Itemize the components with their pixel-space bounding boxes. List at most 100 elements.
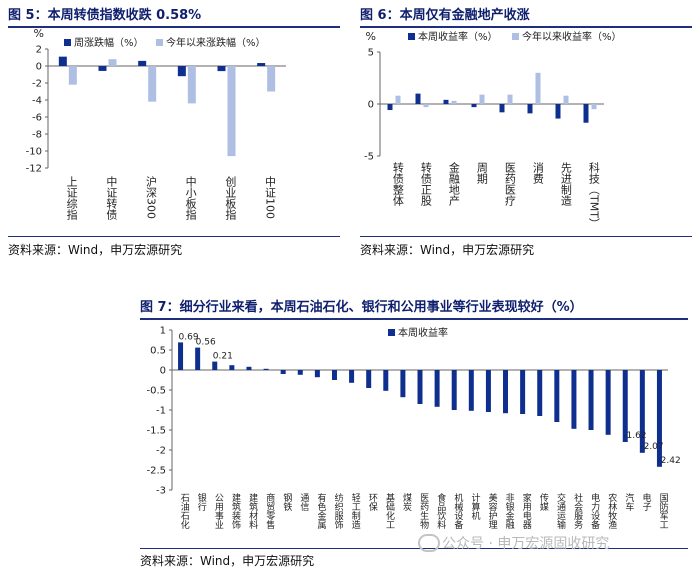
fig7-y-tick-label: -1.5 xyxy=(146,426,166,437)
fig7-bar-s1-1 xyxy=(178,342,184,370)
fig6-bar-s1-4 xyxy=(471,104,477,108)
fig5-category-label: 中证100 xyxy=(264,176,277,219)
fig5-legend-label-1: 周涨跌幅（%） xyxy=(74,36,144,49)
fig7-bar-s1-4 xyxy=(229,365,235,370)
fig6-bar-s2-6 xyxy=(535,72,541,104)
fig5-y-tick-label: -12 xyxy=(26,164,42,175)
fig6-category-label: 转债正股 xyxy=(419,161,432,207)
fig6-bar-s2-3 xyxy=(451,100,457,104)
fig7-category-label: 医药生物 xyxy=(418,493,429,530)
fig6-bar-s2-8 xyxy=(591,104,597,110)
fig6-title: 图 6：本周仅有金融地产收涨 xyxy=(360,8,530,23)
fig7-bar-s1-20 xyxy=(503,370,509,414)
fig7-y-tick-label: -2.5 xyxy=(146,466,166,477)
fig5-y-tick-label: 2 xyxy=(36,45,42,56)
fig7-bar-s1-16 xyxy=(434,370,440,407)
fig5-legend-swatch-1 xyxy=(64,39,71,46)
fig5-legend-swatch-2 xyxy=(156,39,163,46)
fig7-category-label: 食品饮料 xyxy=(435,492,446,530)
fig6-bar-s1-8 xyxy=(583,104,589,123)
fig7-bar-s1-12 xyxy=(366,370,372,388)
fig5-y-tick-label: -10 xyxy=(26,147,42,158)
fig5-category-label: 上证综指 xyxy=(65,176,78,221)
fig5-y-tick-label: -4 xyxy=(32,96,42,107)
fig7-bar-s1-11 xyxy=(349,370,355,383)
fig7-category-label: 计算机 xyxy=(469,492,480,521)
fig6-legend-label-1: 本周收益率（%） xyxy=(418,30,498,43)
fig7-category-label: 通信 xyxy=(298,493,309,512)
fig6-category-label: 转债整体 xyxy=(391,161,404,206)
fig7-category-label: 石油石化 xyxy=(179,493,190,530)
fig7-category-label: 钢铁 xyxy=(281,492,292,512)
fig7-category-label: 基础化工 xyxy=(384,492,395,529)
fig7-bar-s1-22 xyxy=(537,370,543,416)
fig7-category-label: 美容护理 xyxy=(487,492,498,529)
fig7-chart: -3 -2.5 -2 -1.5 -1 -0.5 0 0.5 1 石油石化 银行 公用事业 建筑装饰 建筑材… xyxy=(146,326,680,530)
fig6-bar-s2-2 xyxy=(423,104,429,108)
fig7-y-tick-label: 0 xyxy=(160,366,166,377)
fig7-bar-s1-25 xyxy=(588,370,594,430)
fig5-category-label: 创业板指 xyxy=(224,176,237,221)
fig7-legend-label-1: 本周收益率 xyxy=(398,326,448,339)
fig5-source: 资料来源：Wind，申万宏源研究 xyxy=(8,243,183,257)
fig5-title: 图 5：本周转债指数收跌 0.58% xyxy=(8,8,202,23)
fig7-category-label: 家用电器 xyxy=(521,492,532,529)
fig5-bar-s1-1 xyxy=(58,56,67,66)
fig6-bar-s2-1 xyxy=(395,95,401,104)
fig7-source-rule xyxy=(140,548,688,549)
fig7-data-label-4: -1.62 xyxy=(623,431,646,441)
fig5-bar-s1-3 xyxy=(138,60,147,66)
fig7-bar-s1-29 xyxy=(656,370,662,467)
fig6-legend-swatch-2 xyxy=(512,33,519,40)
fig5-bar-s1-4 xyxy=(177,66,186,77)
fig5-unit-label: % xyxy=(34,27,44,40)
fig7-data-label-5: -2.07 xyxy=(640,442,663,452)
fig5-bar-s1-5 xyxy=(217,66,226,72)
fig7-category-label: 电子 xyxy=(640,492,651,511)
fig5-source-rule xyxy=(8,236,340,237)
fig7-category-label: 交通运输 xyxy=(555,492,566,530)
fig7-category-label: 建筑材料 xyxy=(247,492,258,530)
fig7-bar-s1-15 xyxy=(417,370,423,404)
fig6-category-label: 先进制造 xyxy=(559,162,572,206)
fig6-bar-s1-5 xyxy=(499,104,505,113)
fig6-y-tick-label: 5 xyxy=(368,48,374,59)
fig7-bar-s1-5 xyxy=(246,366,252,370)
fig5-bar-s2-3 xyxy=(148,66,157,102)
fig5-bar-s2-1 xyxy=(68,66,77,85)
fig7-bar-s1-7 xyxy=(280,370,286,374)
fig7-bar-s1-6 xyxy=(263,368,269,370)
fig6-unit-label: % xyxy=(366,30,376,43)
fig7-category-label: 电力设备 xyxy=(589,492,600,529)
fig5-y-tick-label: -6 xyxy=(32,113,42,124)
fig7-category-label: 农林牧渔 xyxy=(606,492,617,529)
fig7-category-label: 有色金属 xyxy=(316,492,327,530)
fig7-y-tick-label: -1 xyxy=(156,406,166,417)
wechat-icon xyxy=(418,534,440,552)
fig7-bar-s1-17 xyxy=(451,370,457,410)
fig5-title-rule xyxy=(8,26,340,28)
fig7-title: 图 7：细分行业来看，本周石油石化、银行和公用事业等行业表现较好（%） xyxy=(140,300,583,315)
fig5-bar-s2-2 xyxy=(108,59,117,66)
fig6-bar-s1-2 xyxy=(415,93,421,104)
fig7-category-label: 银行 xyxy=(196,492,207,512)
fig6-category-label: 医药医疗 xyxy=(503,162,516,207)
fig7-bar-s1-14 xyxy=(400,370,406,398)
fig7-bar-s1-10 xyxy=(331,370,337,380)
fig7-bar-s1-23 xyxy=(554,370,560,422)
fig7-y-tick-label: 1 xyxy=(160,326,166,337)
fig7-bar-s1-9 xyxy=(314,370,320,378)
fig7-bar-s1-28 xyxy=(639,370,645,453)
fig7-y-tick-label: -3 xyxy=(156,486,166,497)
fig6-title-rule xyxy=(360,26,692,28)
fig7-category-label: 建筑装饰 xyxy=(230,492,241,530)
fig7-category-label: 环保 xyxy=(367,493,378,512)
fig6-bar-s1-6 xyxy=(527,104,533,114)
fig6-y-tick-label: 0 xyxy=(368,100,374,111)
fig6-bar-s2-4 xyxy=(479,94,485,104)
fig5-legend-label-2: 今年以来涨跌幅（%） xyxy=(166,36,266,49)
fig7-category-label: 汽车 xyxy=(623,492,634,512)
fig7-bar-s1-18 xyxy=(468,370,474,411)
fig7-category-label: 机械设备 xyxy=(452,492,463,529)
fig7-bar-s1-27 xyxy=(622,370,628,442)
